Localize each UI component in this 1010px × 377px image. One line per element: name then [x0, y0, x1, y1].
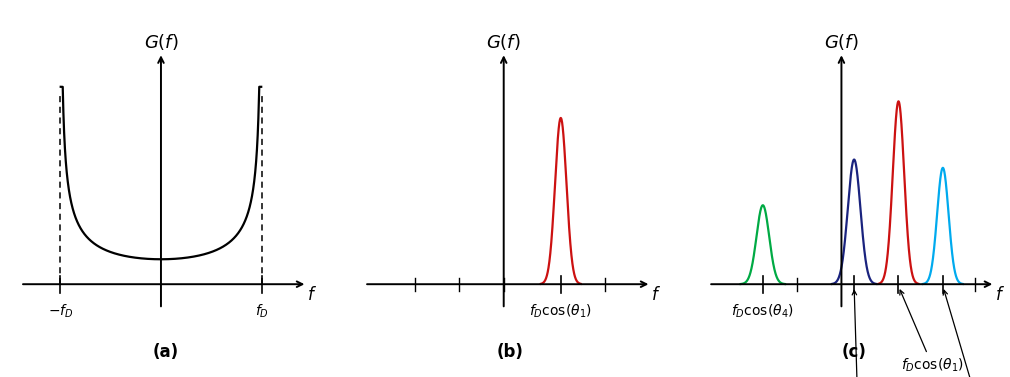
Text: $G(f)$: $G(f)$ — [143, 32, 179, 52]
Text: $f_D\cos(\theta_3)$: $f_D\cos(\theta_3)$ — [826, 290, 889, 377]
Text: $G(f)$: $G(f)$ — [487, 32, 521, 52]
Text: $f_D\cos(\theta_4)$: $f_D\cos(\theta_4)$ — [731, 303, 794, 320]
Text: $f$: $f$ — [651, 286, 662, 304]
Text: (a): (a) — [153, 343, 179, 362]
Text: $f$: $f$ — [307, 286, 317, 304]
Text: $G(f)$: $G(f)$ — [824, 32, 858, 52]
Text: (b): (b) — [497, 343, 523, 362]
Text: $f_D\cos(\theta_1)$: $f_D\cos(\theta_1)$ — [529, 303, 592, 320]
Text: $f_D\cos(\theta_1)$: $f_D\cos(\theta_1)$ — [900, 290, 964, 374]
Text: $f_D$: $f_D$ — [255, 303, 269, 320]
Text: $f_D\cos(\theta_2)$: $f_D\cos(\theta_2)$ — [943, 290, 1008, 377]
Text: $f$: $f$ — [995, 286, 1005, 304]
Text: $-f_D$: $-f_D$ — [47, 303, 73, 320]
Text: (c): (c) — [841, 343, 867, 362]
